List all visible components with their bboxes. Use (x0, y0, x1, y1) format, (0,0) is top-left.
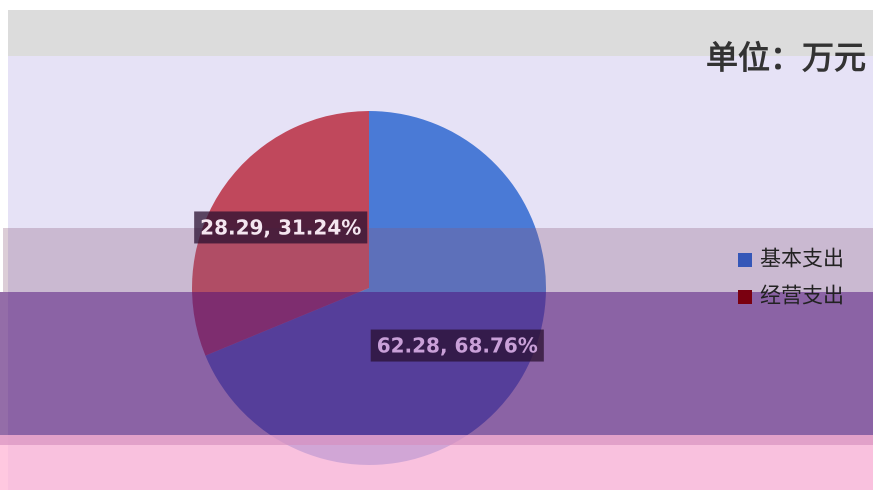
label-box (194, 211, 368, 244)
legend-label: 基本支出 (760, 247, 844, 271)
band (0, 292, 873, 445)
band (3, 228, 873, 292)
band (8, 10, 873, 56)
chart-title: 单位：万元 (706, 39, 866, 77)
data-label: 28.29, 31.24% (200, 215, 361, 239)
label-box (370, 329, 544, 362)
band (0, 435, 873, 490)
legend-swatch (738, 253, 752, 267)
legend-label: 经营支出 (760, 284, 844, 308)
data-label: 62.28, 68.76% (377, 334, 538, 358)
legend-swatch (738, 290, 752, 304)
